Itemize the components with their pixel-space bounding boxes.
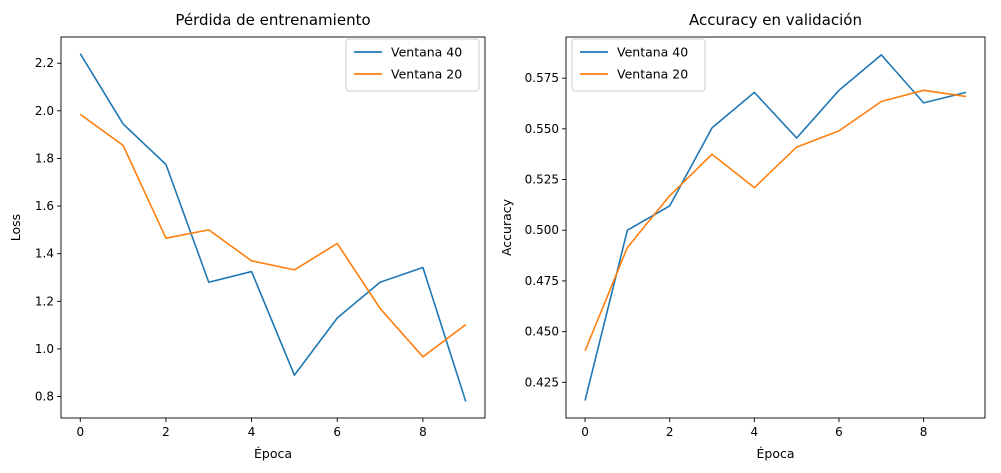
y-tick-label: 0.475 — [525, 274, 559, 288]
loss-panel: 0 2 4 6 8 0.8 1.0 1.2 1.4 1.6 1.8 2.0 2.2 Pérdida de … — [8, 11, 486, 461]
y-tick-label: 0.550 — [525, 122, 559, 136]
x-axis-label: Época — [254, 446, 292, 461]
y-tick-label: 0.425 — [525, 375, 559, 389]
x-axis-label: Época — [756, 446, 794, 461]
y-tick-label: 0.8 — [35, 390, 54, 404]
y-tick-label: 0.575 — [525, 71, 559, 85]
series-line-1 — [584, 89, 967, 352]
accuracy-panel: 0 2 4 6 8 0.425 0.450 0.475 0.500 0.525 0.550 0.575… — [499, 11, 986, 461]
y-tick-label: 2.0 — [35, 104, 54, 118]
legend: Ventana 40 Ventana 20 — [345, 38, 480, 92]
y-axis-label: Accuracy — [499, 198, 514, 256]
x-tick-label: 2 — [666, 425, 674, 439]
x-tick-label: 6 — [333, 425, 341, 439]
x-tick-label: 0 — [76, 425, 84, 439]
y-tick-label: 2.2 — [35, 56, 54, 70]
y-tick-label: 0.450 — [525, 325, 559, 339]
x-tick-label: 6 — [835, 425, 843, 439]
axes-frame — [60, 36, 486, 419]
series-line-0 — [584, 54, 967, 401]
series-line-1 — [79, 113, 467, 358]
y-tick-label: 1.2 — [35, 294, 54, 308]
axes-frame — [565, 36, 986, 419]
y-tick-label: 1.6 — [35, 199, 54, 213]
legend-label-1: Ventana 20 — [391, 67, 462, 82]
y-axis-label: Loss — [8, 214, 23, 241]
legend: Ventana 40 Ventana 20 — [571, 38, 706, 92]
series-line-0 — [79, 53, 467, 402]
y-tick-label: 0.525 — [525, 173, 559, 187]
x-tick-label: 8 — [920, 425, 928, 439]
x-tick-label: 4 — [248, 425, 256, 439]
y-tick-label: 1.4 — [35, 247, 54, 261]
legend-label-0: Ventana 40 — [391, 45, 462, 60]
legend-label-0: Ventana 40 — [617, 45, 688, 60]
legend-label-1: Ventana 20 — [617, 67, 688, 82]
x-tick-label: 4 — [751, 425, 759, 439]
chart-title: Pérdida de entrenamiento — [175, 11, 370, 29]
y-tick-label: 1.8 — [35, 151, 54, 165]
y-tick-label: 0.500 — [525, 223, 559, 237]
x-tick-label: 2 — [162, 425, 170, 439]
x-tick-label: 8 — [419, 425, 427, 439]
x-tick-label: 0 — [581, 425, 589, 439]
chart-title: Accuracy en validación — [689, 11, 862, 29]
y-tick-label: 1.0 — [35, 342, 54, 356]
